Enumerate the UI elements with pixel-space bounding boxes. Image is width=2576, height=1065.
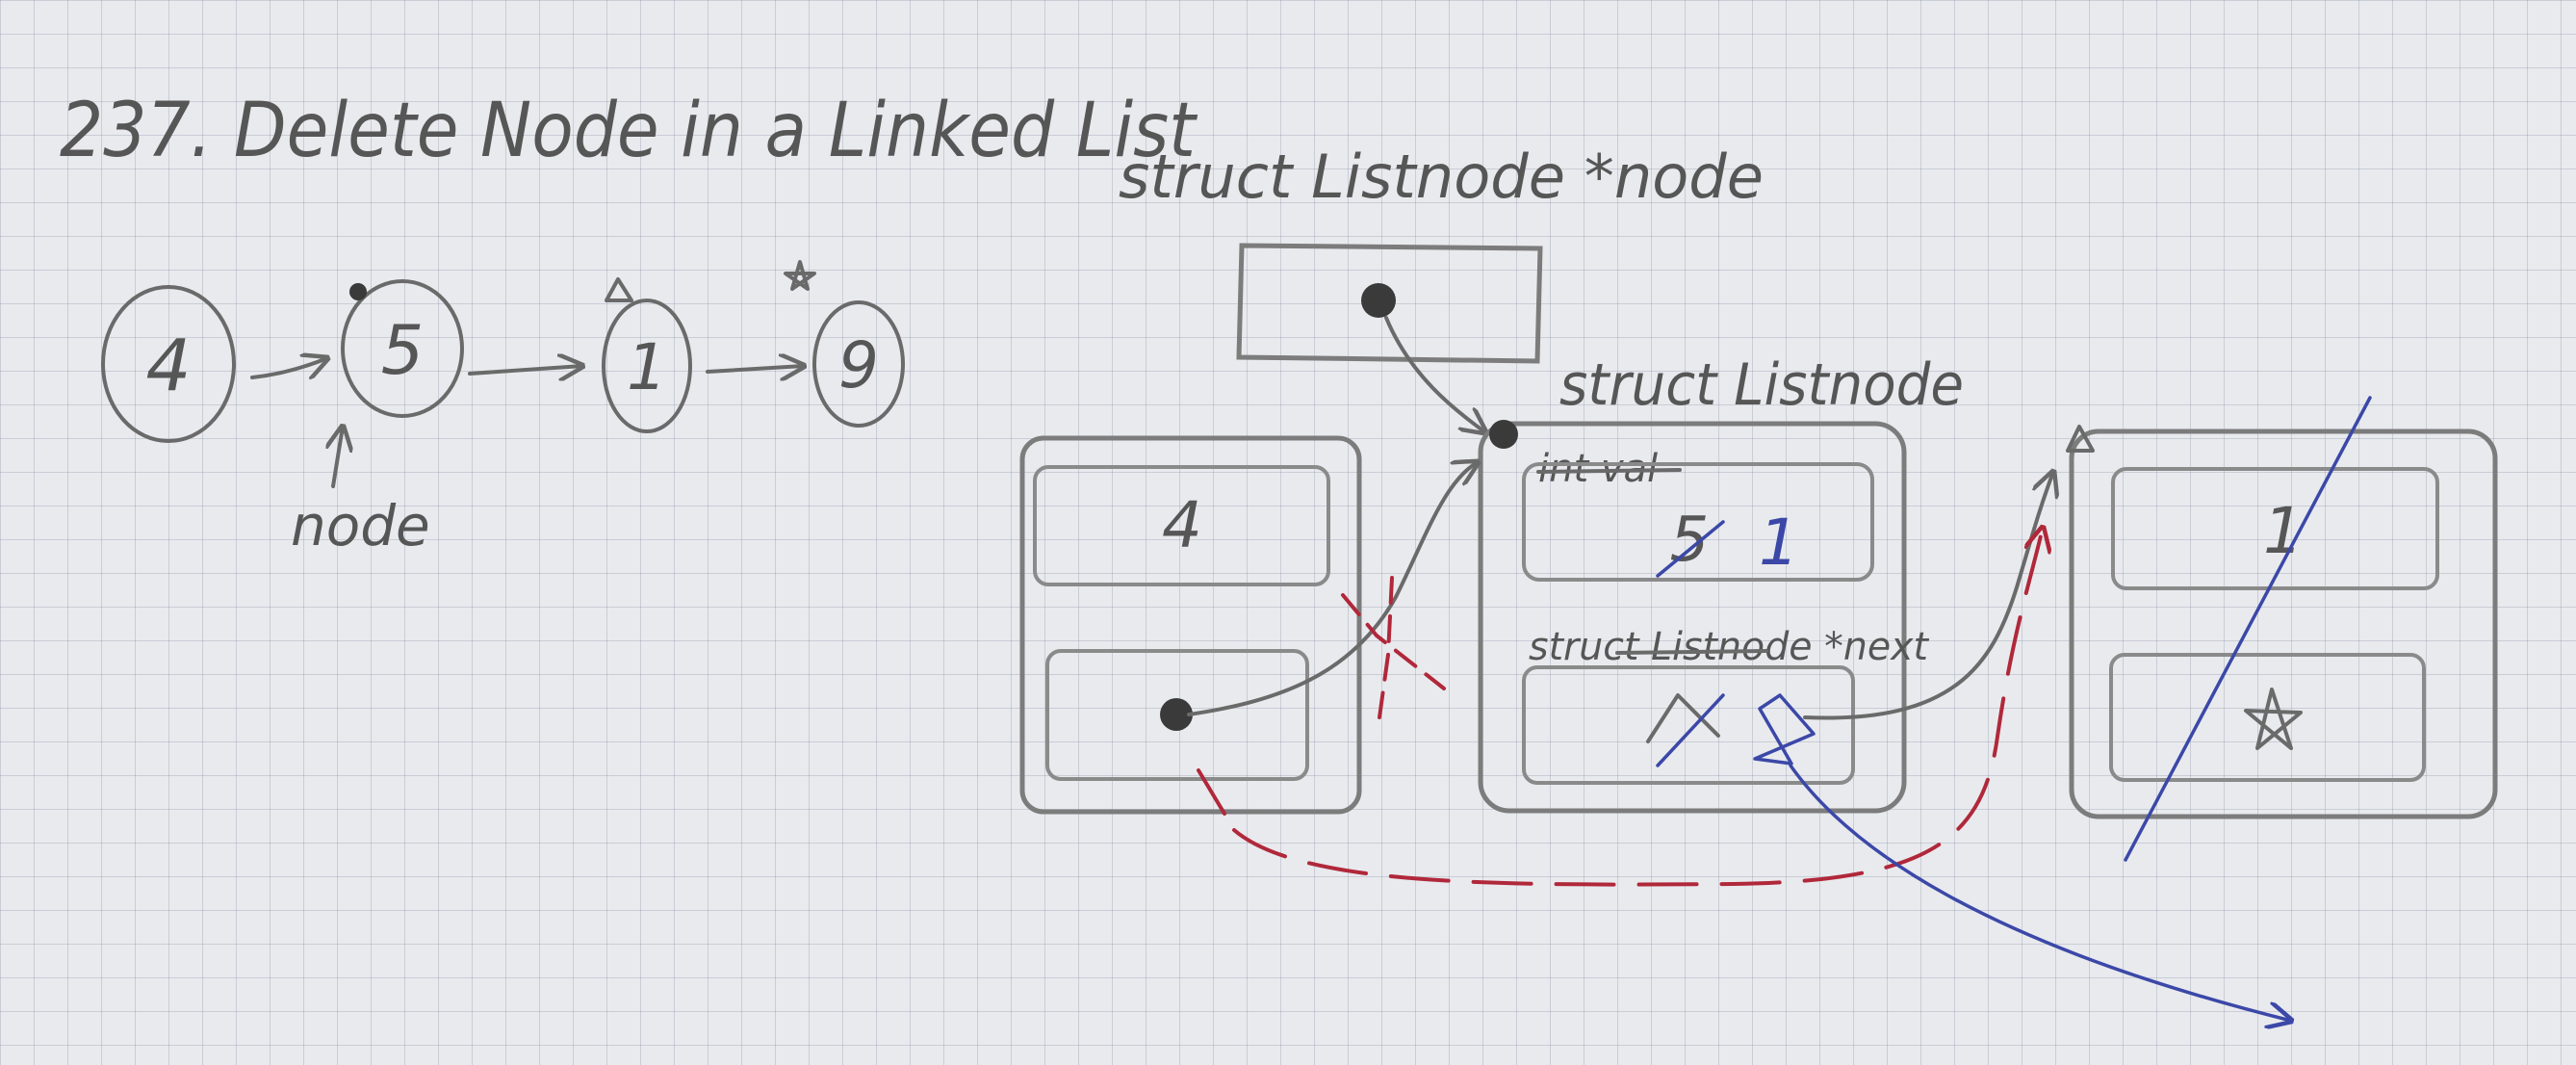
copied-next-arrow (1805, 472, 2053, 718)
node-a: 4 (1022, 438, 1359, 812)
link-arrow (470, 366, 582, 374)
red-link-start-stroke (1198, 770, 1224, 814)
node-pointer-arrow (333, 427, 343, 486)
list-node-value: 9 (838, 328, 879, 403)
next-field (1524, 667, 1853, 783)
link-arrow (708, 366, 804, 372)
next-field-label: struct Listnode *next (1529, 625, 1929, 669)
triangle-pointer-icon (1648, 695, 1718, 741)
list-node-value: 5 (381, 311, 425, 390)
small-linked-list: 4 5 1 9 node (103, 262, 903, 558)
star-icon (2246, 689, 2301, 748)
next-field (2111, 655, 2424, 780)
node-c: 1 (2068, 398, 2495, 860)
struct-label: struct Listnode (1559, 351, 1964, 419)
strikethrough (1617, 651, 1766, 653)
dot-marker-icon (349, 283, 367, 300)
strikethrough (1538, 470, 1680, 472)
node-entry-dot-icon (1489, 420, 1518, 449)
node-value: 4 (1162, 488, 1202, 562)
new-value: 1 (1759, 506, 1799, 580)
red-cross-mark (1379, 578, 1392, 717)
star-pointer-icon (1755, 695, 1814, 764)
triangle-marker-icon (606, 279, 631, 300)
pointer-dot-icon (1361, 283, 1396, 318)
node-b: int val 5 1 struct Listnode *next (1481, 420, 1929, 811)
node-pointer-label: node (291, 493, 430, 558)
original-next-arrow (1189, 462, 1478, 714)
skip-arrow (1790, 766, 2291, 1021)
link-arrow (252, 358, 327, 377)
pointer-declaration: struct Listnode *node (1119, 142, 1764, 212)
page-title: 237. Delete Node in a Linked List (60, 88, 1198, 174)
star-marker-icon (786, 262, 814, 289)
node-box (2072, 431, 2495, 817)
pointer-arrow (1386, 318, 1485, 432)
list-node-value: 1 (627, 330, 667, 404)
list-node-value: 4 (145, 325, 191, 407)
node-value: 1 (2263, 494, 2304, 568)
